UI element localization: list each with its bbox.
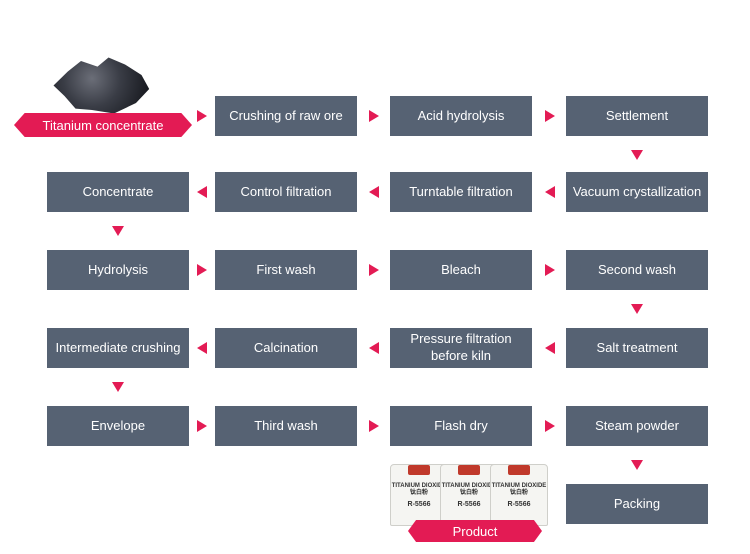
arrow-icon — [369, 264, 379, 276]
arrow-icon — [369, 420, 379, 432]
arrow-icon — [112, 382, 124, 392]
node-turntable-filtration: Turntable filtration — [390, 172, 532, 212]
node-pressure-filtration: Pressure filtration before kiln — [390, 328, 532, 368]
start-label: Titanium concentrate — [14, 113, 192, 137]
node-vacuum-crystallization: Vacuum crystallization — [566, 172, 708, 212]
node-control-filtration: Control filtration — [215, 172, 357, 212]
arrow-icon — [631, 460, 643, 470]
arrow-icon — [369, 186, 379, 198]
arrow-icon — [369, 342, 379, 354]
node-envelope: Envelope — [47, 406, 189, 446]
node-calcination: Calcination — [215, 328, 357, 368]
node-acid-hydrolysis: Acid hydrolysis — [390, 96, 532, 136]
node-salt-treatment: Salt treatment — [566, 328, 708, 368]
product-bags: TITANIUM DIOXIDE钛白粉 R-5566 TITANIUM DIOX… — [390, 460, 560, 526]
arrow-icon — [197, 264, 207, 276]
node-flash-dry: Flash dry — [390, 406, 532, 446]
node-steam-powder: Steam powder — [566, 406, 708, 446]
arrow-icon — [545, 110, 555, 122]
node-first-wash: First wash — [215, 250, 357, 290]
arrow-icon — [545, 342, 555, 354]
node-intermediate-crushing: Intermediate crushing — [47, 328, 189, 368]
node-bleach: Bleach — [390, 250, 532, 290]
node-concentrate: Concentrate — [47, 172, 189, 212]
arrow-icon — [545, 264, 555, 276]
arrow-icon — [197, 186, 207, 198]
node-hydrolysis: Hydrolysis — [47, 250, 189, 290]
arrow-icon — [197, 110, 207, 122]
node-second-wash: Second wash — [566, 250, 708, 290]
node-packing: Packing — [566, 484, 708, 524]
node-crushing-raw-ore: Crushing of raw ore — [215, 96, 357, 136]
arrow-icon — [545, 420, 555, 432]
node-third-wash: Third wash — [215, 406, 357, 446]
arrow-icon — [112, 226, 124, 236]
arrow-icon — [631, 150, 643, 160]
arrow-icon — [369, 110, 379, 122]
arrow-icon — [631, 304, 643, 314]
product-label: Product — [408, 520, 542, 542]
arrow-icon — [197, 420, 207, 432]
arrow-icon — [197, 342, 207, 354]
node-settlement: Settlement — [566, 96, 708, 136]
arrow-icon — [545, 186, 555, 198]
